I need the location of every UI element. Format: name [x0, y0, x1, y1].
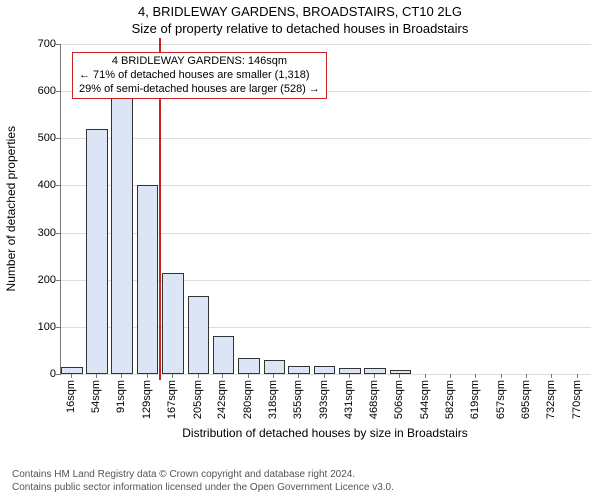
- chart: Number of detached properties Distributi…: [0, 36, 600, 444]
- y-tick-label: 500: [6, 132, 56, 144]
- x-tick: [298, 374, 299, 378]
- x-tick-label: 91sqm: [115, 380, 127, 413]
- histogram-bar: [137, 185, 159, 374]
- x-tick: [551, 374, 552, 378]
- x-tick: [374, 374, 375, 378]
- histogram-bar: [288, 366, 310, 374]
- y-tick-label: 100: [6, 321, 56, 333]
- x-tick-label: 355sqm: [292, 380, 304, 419]
- x-tick: [399, 374, 400, 378]
- gridline: [61, 44, 591, 45]
- histogram-bar: [86, 129, 108, 374]
- x-tick-label: 657sqm: [495, 380, 507, 419]
- x-tick-label: 468sqm: [368, 380, 380, 419]
- histogram-bar: [238, 358, 260, 375]
- x-tick-label: 695sqm: [520, 380, 532, 419]
- x-tick-label: 544sqm: [419, 380, 431, 419]
- histogram-bar: [188, 296, 210, 374]
- footer: Contains HM Land Registry data © Crown c…: [12, 469, 394, 494]
- x-tick: [198, 374, 199, 378]
- x-tick-label: 582sqm: [444, 380, 456, 419]
- x-tick-label: 129sqm: [141, 380, 153, 419]
- footer-line: Contains public sector information licen…: [12, 482, 394, 495]
- x-tick: [121, 374, 122, 378]
- chart-header: 4, BRIDLEWAY GARDENS, BROADSTAIRS, CT10 …: [0, 0, 600, 38]
- histogram-bar: [390, 370, 412, 374]
- x-tick-label: 16sqm: [65, 380, 77, 413]
- x-tick: [450, 374, 451, 378]
- x-tick-label: 318sqm: [267, 380, 279, 419]
- y-tick-label: 0: [6, 368, 56, 380]
- x-tick-label: 242sqm: [216, 380, 228, 419]
- annotation-line: ← 71% of detached houses are smaller (1,…: [79, 69, 320, 83]
- x-tick: [526, 374, 527, 378]
- y-tick: [56, 185, 60, 186]
- y-tick: [56, 138, 60, 139]
- x-tick: [172, 374, 173, 378]
- x-tick: [147, 374, 148, 378]
- x-tick: [71, 374, 72, 378]
- x-tick: [475, 374, 476, 378]
- y-tick-label: 300: [6, 227, 56, 239]
- y-tick-label: 200: [6, 274, 56, 286]
- histogram-bar: [213, 336, 235, 374]
- x-tick: [425, 374, 426, 378]
- x-tick-label: 732sqm: [545, 380, 557, 419]
- x-tick: [273, 374, 274, 378]
- annotation-box: 4 BRIDLEWAY GARDENS: 146sqm← 71% of deta…: [72, 52, 327, 99]
- histogram-bar: [314, 366, 336, 374]
- x-tick-label: 770sqm: [571, 380, 583, 419]
- x-tick-label: 431sqm: [343, 380, 355, 419]
- x-tick-label: 619sqm: [469, 380, 481, 419]
- y-tick: [56, 233, 60, 234]
- x-tick-label: 280sqm: [242, 380, 254, 419]
- footer-line: Contains HM Land Registry data © Crown c…: [12, 469, 394, 482]
- annotation-line: 29% of semi-detached houses are larger (…: [79, 83, 320, 97]
- x-tick: [222, 374, 223, 378]
- y-tick: [56, 44, 60, 45]
- y-tick: [56, 91, 60, 92]
- x-tick-label: 393sqm: [318, 380, 330, 419]
- address-title: 4, BRIDLEWAY GARDENS, BROADSTAIRS, CT10 …: [0, 4, 600, 21]
- x-tick-label: 205sqm: [192, 380, 204, 419]
- histogram-bar: [264, 360, 286, 374]
- y-tick: [56, 280, 60, 281]
- y-tick-label: 600: [6, 85, 56, 97]
- x-tick-label: 167sqm: [166, 380, 178, 419]
- root: 4, BRIDLEWAY GARDENS, BROADSTAIRS, CT10 …: [0, 0, 600, 500]
- histogram-bar: [162, 273, 184, 374]
- gridline: [61, 374, 591, 375]
- histogram-bar: [111, 91, 133, 374]
- y-tick-label: 400: [6, 179, 56, 191]
- x-tick: [501, 374, 502, 378]
- x-axis-title: Distribution of detached houses by size …: [60, 426, 590, 440]
- x-tick: [248, 374, 249, 378]
- x-tick: [349, 374, 350, 378]
- gridline: [61, 138, 591, 139]
- x-tick: [577, 374, 578, 378]
- histogram-bar: [61, 367, 83, 374]
- y-tick: [56, 374, 60, 375]
- x-tick-label: 506sqm: [393, 380, 405, 419]
- x-tick: [96, 374, 97, 378]
- y-tick: [56, 327, 60, 328]
- x-tick-label: 54sqm: [90, 380, 102, 413]
- y-axis-title-text: Number of detached properties: [4, 126, 18, 291]
- annotation-line: 4 BRIDLEWAY GARDENS: 146sqm: [79, 55, 320, 69]
- x-tick: [324, 374, 325, 378]
- histogram-bar: [339, 368, 361, 374]
- y-tick-label: 700: [6, 38, 56, 50]
